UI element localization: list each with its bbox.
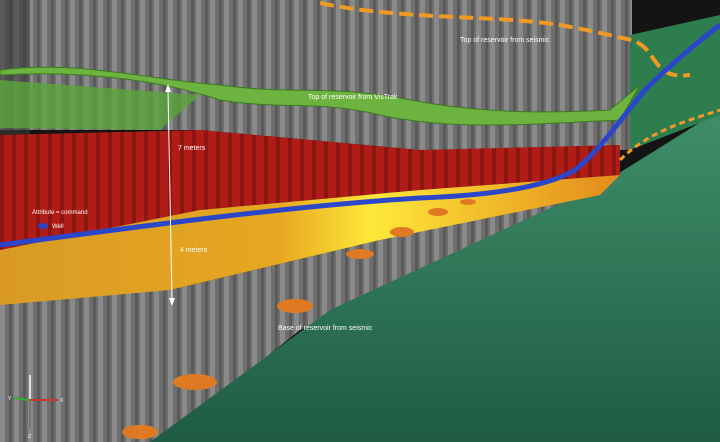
compass: Y X Z: [8, 375, 64, 440]
well-path: [0, 23, 720, 248]
orange-layer: [0, 175, 620, 305]
vistrak-surface-front: [0, 80, 200, 130]
thickness-arrow: [167, 89, 173, 301]
seismic-top-line: [319, 1, 691, 78]
legend-label: Well: [52, 224, 64, 230]
label: Top of reservoir from VisTrak: [308, 94, 398, 101]
label: 4 meters: [180, 247, 208, 254]
vistrak-surface: [0, 66, 641, 126]
right-surface: [630, 15, 720, 150]
label: 7 meters: [178, 145, 206, 152]
axis-label: Z: [28, 434, 31, 440]
arrow-head: [169, 298, 175, 306]
base-discs: [122, 199, 476, 439]
seismic-top-line-right: [618, 108, 720, 162]
axis-label: X: [60, 398, 64, 404]
legend-swatch: [38, 223, 48, 229]
arrow-head: [165, 84, 171, 92]
red-layer: [0, 130, 620, 250]
reservoir-base-surface: [150, 110, 720, 442]
label: Base of reservoir from seismic: [278, 325, 373, 332]
legend-label: Attribute = command: [32, 210, 88, 216]
axis-label: Y: [8, 396, 12, 402]
label: Top of reservoir from seismic: [460, 37, 550, 44]
